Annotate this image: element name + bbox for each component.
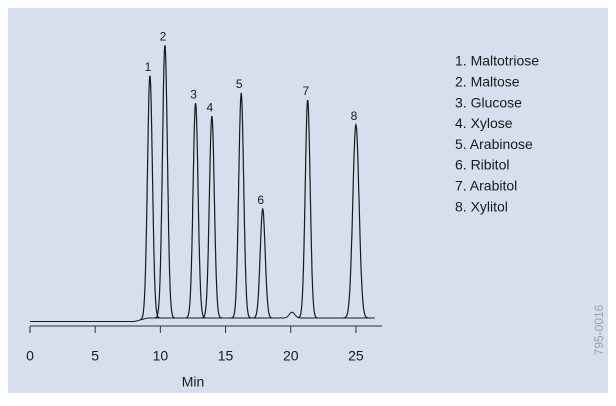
legend-entry: 2. Maltose [455,74,520,90]
legend-entry: 1. Maltotriose [455,53,539,69]
legend-entry: 7. Arabitol [455,178,517,194]
legend-entry: 4. Xylose [455,115,513,131]
legend-entry: 5. Arabinose [455,136,533,152]
peak-label: 5 [236,77,243,91]
legend-entry: 6. Ribitol [455,157,509,173]
chart-background [8,8,608,393]
legend-entry: 3. Glucose [455,94,522,110]
peak-label: 4 [207,100,214,114]
legend-entry: 8. Xylitol [455,198,508,214]
peak-label: 2 [160,29,167,43]
peak [201,116,222,319]
x-tick-label: 25 [348,348,364,364]
peak-label: 7 [302,84,309,98]
x-axis-label: Min [182,374,205,390]
x-tick-label: 5 [91,348,99,364]
peak-label: 8 [351,109,358,123]
peak-label: 3 [190,87,197,101]
peak-label: 1 [145,60,152,74]
peak [231,92,252,319]
peak-label: 6 [257,193,264,207]
x-tick-label: 20 [283,348,299,364]
peak [297,99,318,319]
peak [252,207,273,319]
peak [139,75,161,321]
x-tick-label: 15 [218,348,234,364]
x-tick-label: 10 [153,348,169,364]
figure-code: 795-0016 [592,304,606,355]
peak [185,103,206,319]
peak [155,45,175,319]
x-tick-label: 0 [26,348,34,364]
peak [343,122,369,319]
